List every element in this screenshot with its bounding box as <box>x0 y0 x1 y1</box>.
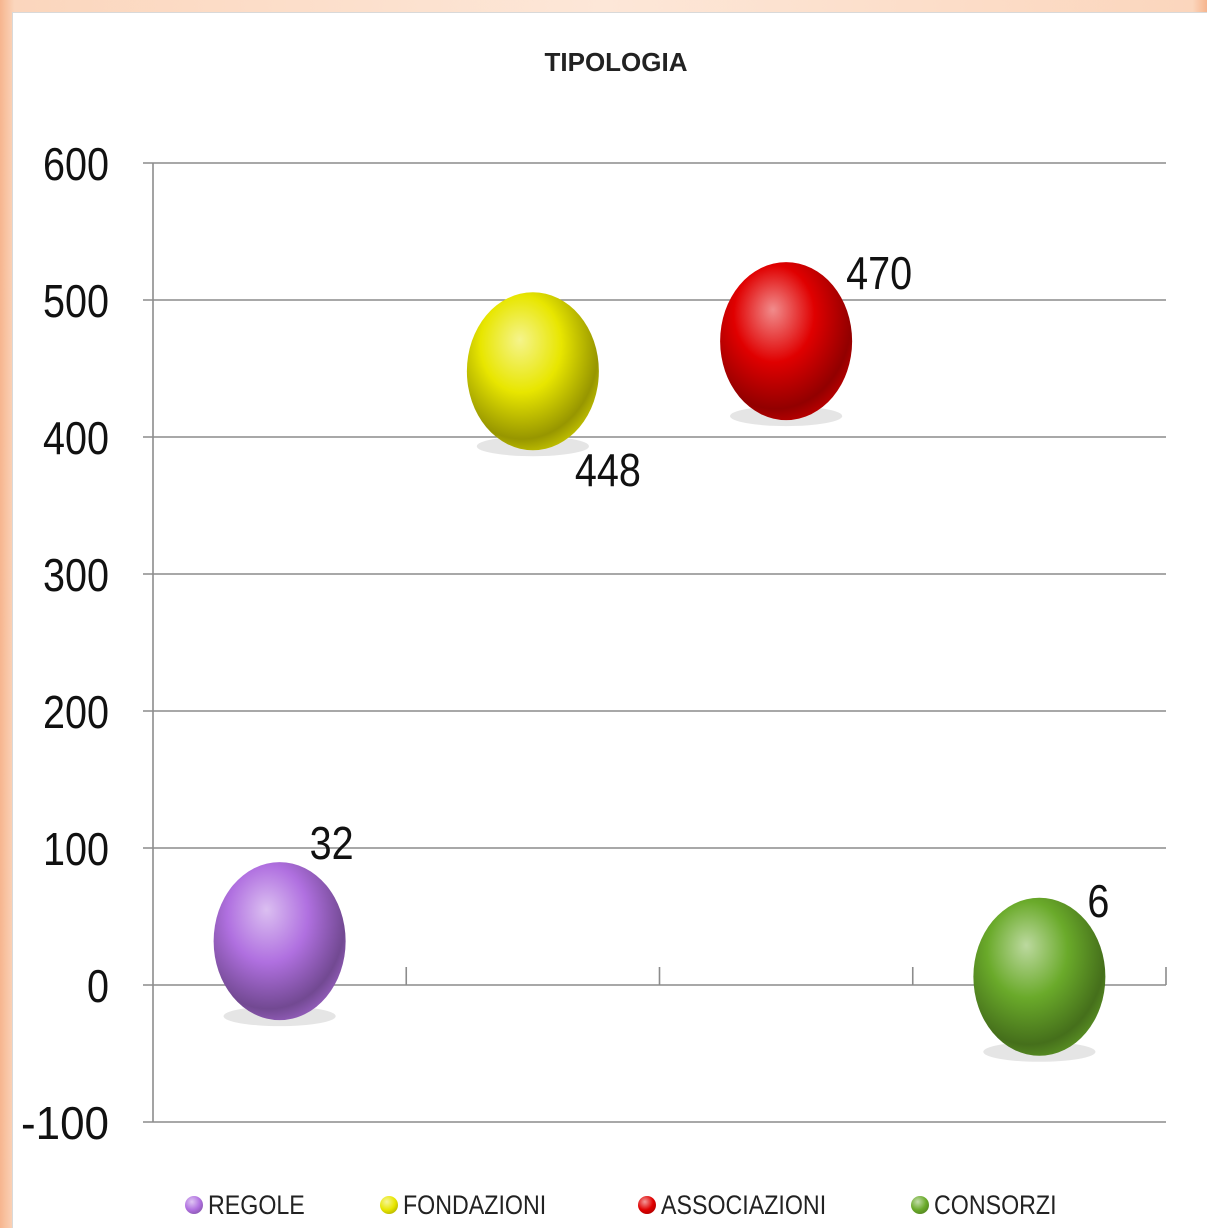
y-tick-label: 300 <box>43 549 109 601</box>
bubble-layer <box>213 262 1106 1062</box>
legend-item-fondazioni: FONDAZIONI <box>380 1185 570 1225</box>
bubble-associazioni <box>720 262 853 421</box>
bubble-regole <box>213 862 346 1021</box>
y-tick-label: 100 <box>43 823 109 875</box>
data-label-associazioni: 470 <box>846 247 912 299</box>
legend-item-consorzi: CONSORZI <box>911 1185 1077 1225</box>
chart-title: TIPOLOGIA <box>545 47 688 77</box>
y-tick-label: -100 <box>21 1097 109 1149</box>
grid-layer: 600 500 400 300 200 100 0 -100 <box>21 138 1166 1149</box>
legend-marker-regole <box>185 1196 203 1214</box>
bubble-fondazioni <box>466 292 599 451</box>
legend-item-regole: REGOLE <box>185 1185 321 1225</box>
legend-marker-consorzi <box>911 1196 929 1214</box>
legend: REGOLE FONDAZIONI ASSOCIAZIONI CONSORZI <box>13 1185 1207 1225</box>
axis-layer <box>152 163 1167 1122</box>
legend-label-regole: REGOLE <box>208 1189 305 1220</box>
legend-label-fondazioni: FONDAZIONI <box>403 1189 547 1220</box>
data-label-consorzi: 6 <box>1087 875 1109 927</box>
legend-label-associazioni: ASSOCIAZIONI <box>661 1189 827 1220</box>
chart-svg: TIPOLOGIA 600 500 400 300 200 100 0 -100 32 448 4… <box>21 47 1167 1149</box>
legend-marker-associazioni <box>638 1196 656 1214</box>
bubble-consorzi <box>973 897 1106 1056</box>
data-label-fondazioni: 448 <box>575 444 641 496</box>
legend-label-consorzi: CONSORZI <box>934 1189 1057 1220</box>
label-layer: 32 448 470 6 <box>310 247 1110 927</box>
chart-frame: TIPOLOGIA 600 500 400 300 200 100 0 -100 32 448 4… <box>12 12 1207 1228</box>
y-tick-label: 0 <box>87 960 109 1012</box>
legend-item-associazioni: ASSOCIAZIONI <box>638 1185 853 1225</box>
data-label-regole: 32 <box>310 817 354 869</box>
y-tick-label: 400 <box>43 412 109 464</box>
legend-marker-fondazioni <box>380 1196 398 1214</box>
y-tick-label: 200 <box>43 686 109 738</box>
y-tick-label: 600 <box>43 138 109 190</box>
y-tick-label: 500 <box>43 275 109 327</box>
